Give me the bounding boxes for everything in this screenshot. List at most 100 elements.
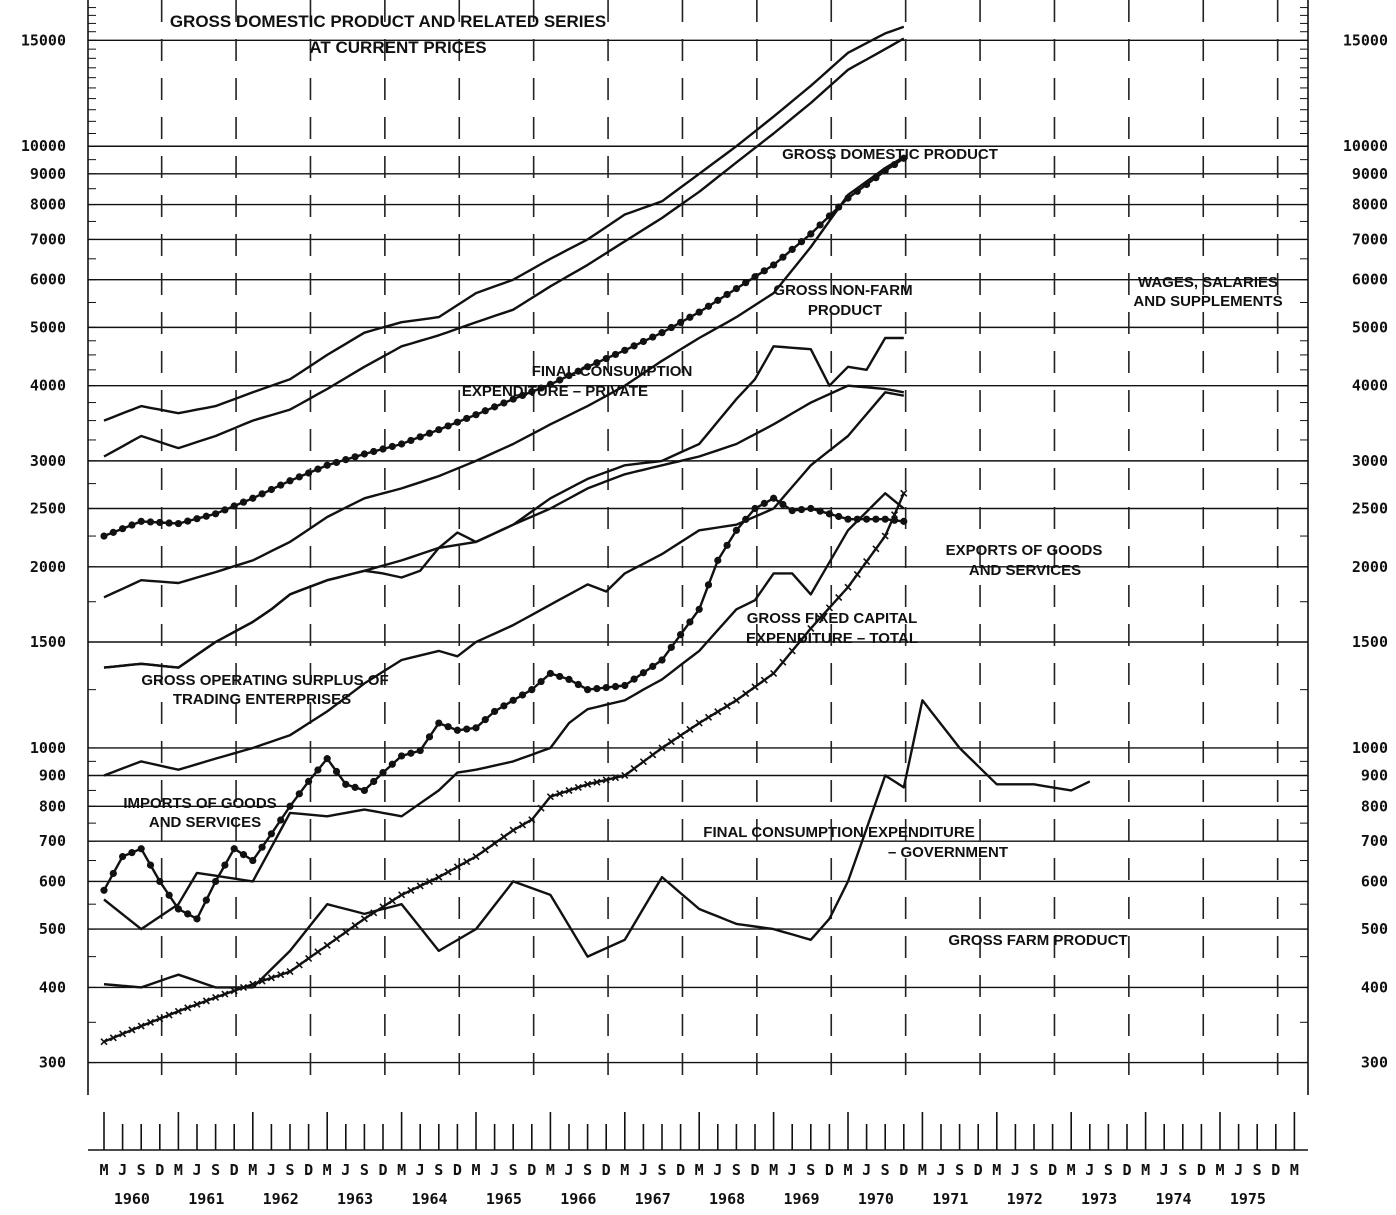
series-point — [677, 631, 685, 639]
series-point — [602, 683, 610, 692]
y-tick-label-right: 1500 — [1352, 633, 1388, 651]
series-point — [425, 877, 434, 886]
series-point — [212, 510, 220, 518]
series-point — [742, 279, 750, 287]
y-tick-label-left: 800 — [39, 797, 66, 815]
quarter-label: M — [323, 1161, 332, 1179]
series-point — [574, 367, 582, 375]
series-point — [881, 515, 889, 523]
series-point — [463, 414, 471, 423]
y-tick-label-left: 15000 — [21, 31, 66, 49]
series-point — [109, 528, 117, 536]
series-point — [277, 816, 285, 824]
quarter-label: M — [918, 1161, 927, 1179]
year-label: 1969 — [783, 1190, 819, 1208]
series-point — [137, 845, 145, 853]
series-point — [649, 751, 657, 759]
quarter-label: S — [211, 1161, 220, 1179]
quarter-label: S — [732, 1161, 741, 1179]
grid-layer — [87, 0, 1309, 1151]
quarter-label: J — [788, 1161, 797, 1179]
series-point — [286, 967, 294, 976]
series-point — [332, 767, 341, 776]
quarter-label: M — [397, 1161, 406, 1179]
series-point — [649, 333, 657, 341]
series-point — [174, 1007, 182, 1015]
series-point — [658, 656, 666, 664]
series-point — [258, 490, 266, 498]
series-point — [314, 465, 322, 473]
quarter-label: S — [806, 1161, 815, 1179]
quarter-label: M — [1141, 1161, 1150, 1179]
series-point — [537, 384, 545, 392]
series-point — [416, 746, 424, 755]
series-line — [103, 25, 905, 422]
series-point — [425, 733, 434, 741]
y-tick-label-left: 900 — [39, 766, 66, 784]
series-point — [500, 702, 508, 710]
series-point — [630, 342, 638, 350]
series-point — [184, 517, 192, 525]
series-point — [444, 723, 452, 731]
series-point — [770, 669, 778, 677]
quarter-label: M — [99, 1161, 108, 1179]
quarter-label: J — [1085, 1161, 1094, 1179]
series-point — [611, 350, 620, 359]
series-point — [453, 418, 461, 426]
quarter-label: S — [285, 1161, 294, 1179]
quarter-label: D — [899, 1161, 908, 1179]
series-point — [556, 376, 564, 384]
series-point — [704, 302, 713, 310]
y-tick-label-right: 9000 — [1352, 165, 1388, 183]
series-point — [398, 752, 406, 760]
series-point — [788, 245, 796, 254]
series-point — [611, 774, 620, 782]
year-label: 1975 — [1230, 1190, 1266, 1208]
annotation-gos-1: GROSS OPERATING SURPLUS OF — [141, 672, 388, 689]
series-point — [584, 780, 592, 788]
series-point — [574, 783, 582, 791]
annotation-imports-1: IMPORTS OF GOODS — [123, 795, 276, 812]
series-point — [491, 839, 499, 847]
quarter-label: M — [1290, 1161, 1299, 1179]
y-tick-label-right: 10000 — [1343, 137, 1388, 155]
y-tick-label-left: 2500 — [30, 500, 66, 518]
y-tick-label-right: 2000 — [1352, 558, 1388, 576]
series-point — [119, 852, 127, 861]
quarter-label: D — [602, 1161, 611, 1179]
quarter-label: S — [881, 1161, 890, 1179]
series-point — [444, 422, 452, 430]
series-point — [305, 777, 313, 785]
series-line — [103, 155, 905, 599]
series-point — [212, 993, 220, 1001]
series-point — [779, 253, 787, 261]
series-point — [770, 494, 778, 502]
annotation-imports-2: AND SERVICES — [149, 814, 261, 831]
series-point — [518, 391, 527, 400]
series-point — [779, 658, 787, 666]
series-point — [742, 515, 750, 524]
series-point — [416, 433, 424, 441]
quarter-label: D — [304, 1161, 313, 1179]
quarter-label: J — [416, 1161, 425, 1179]
y-tick-label-right: 1000 — [1352, 739, 1388, 757]
annotation-gnfp-2: PRODUCT — [808, 302, 882, 319]
y-tick-label-left: 2000 — [30, 558, 66, 576]
chart-title: GROSS DOMESTIC PRODUCT AND RELATED SERIE… — [170, 12, 606, 31]
series-point — [714, 708, 722, 716]
series-point — [649, 662, 657, 670]
series-point — [565, 786, 573, 795]
series-point — [639, 669, 648, 677]
annotation-gdp: GROSS DOMESTIC PRODUCT — [782, 146, 998, 163]
series-point — [332, 458, 341, 467]
quarter-label: M — [174, 1161, 183, 1179]
series-point — [258, 843, 266, 851]
series-point — [574, 680, 582, 689]
series-point — [844, 515, 852, 523]
series-point — [844, 583, 852, 591]
series-point — [807, 504, 815, 513]
series-point — [853, 570, 861, 578]
quarter-label: M — [695, 1161, 704, 1179]
series-point — [732, 526, 741, 534]
